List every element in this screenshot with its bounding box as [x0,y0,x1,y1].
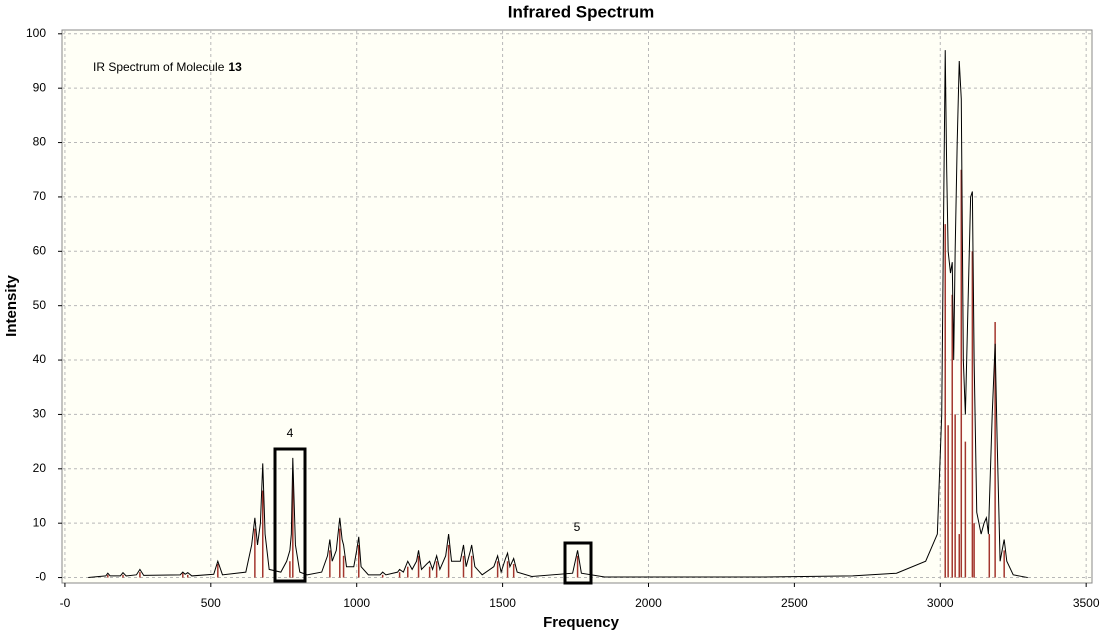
marks [88,50,1028,579]
highlight-box [563,541,593,585]
y-tick-label: 10 [33,515,47,529]
y-tick-label: 70 [33,189,47,203]
annotation: IR Spectrum of Molecule 13 [93,60,242,74]
x-tick-label: 1500 [489,596,516,610]
annotation-emphasis: 13 [228,60,242,74]
x-tick-label: 500 [201,596,221,610]
x-tick-label: 2500 [781,596,808,610]
y-tick-label: 50 [33,298,47,312]
x-tick-label: 3500 [1073,596,1100,610]
box-label: 5 [574,520,581,534]
grid [62,30,1092,583]
x-tick-label: 2000 [635,596,662,610]
y-tick-label: -0 [35,570,46,584]
x-tick-label: 1000 [343,596,370,610]
y-tick-label: 60 [33,243,47,257]
y-tick-label: 20 [33,461,47,475]
y-tick-label: 30 [33,407,47,421]
y-axis-label: Intensity [3,275,20,337]
chart-title: Infrared Spectrum [508,2,654,21]
y-tick-label: 80 [33,135,47,149]
box-label: 4 [287,426,294,440]
plot-area [61,29,1093,584]
x-tick-label: -0 [60,596,71,610]
x-tick-label: 3000 [927,596,954,610]
annotation-text: IR Spectrum of Molecule [93,60,225,74]
spectrum-line [88,50,1028,579]
highlight-box [273,447,307,583]
y-tick-label: 40 [33,352,47,366]
y-tick-label: 90 [33,80,47,94]
y-tick-label: 100 [26,26,46,40]
x-axis-label: Frequency [543,614,620,631]
